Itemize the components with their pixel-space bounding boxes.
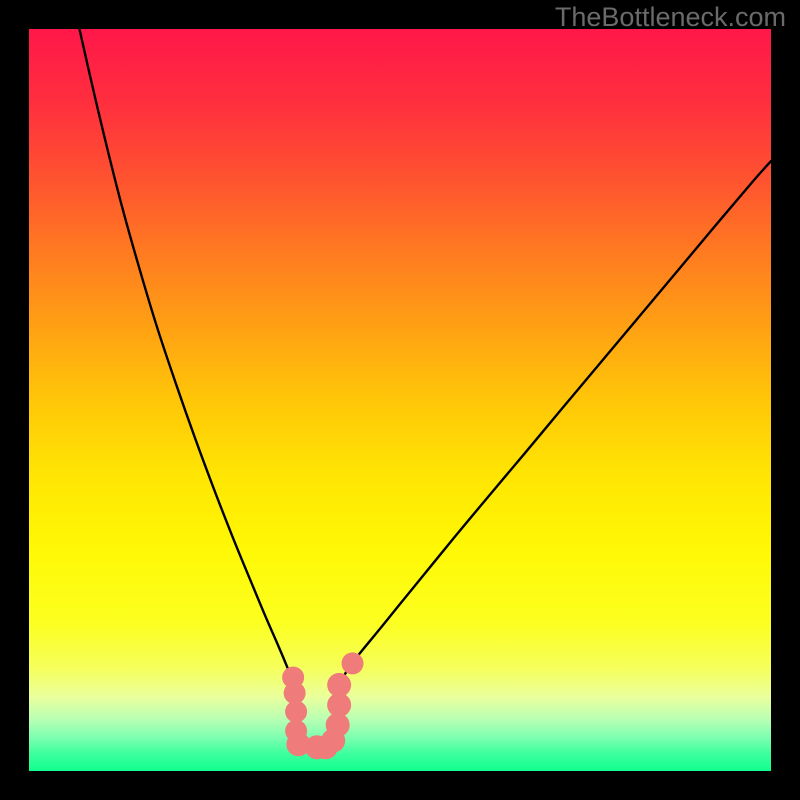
watermark-text: TheBottleneck.com bbox=[555, 2, 786, 33]
chart-frame: TheBottleneck.com bbox=[0, 0, 800, 800]
bottleneck-chart bbox=[29, 29, 771, 771]
